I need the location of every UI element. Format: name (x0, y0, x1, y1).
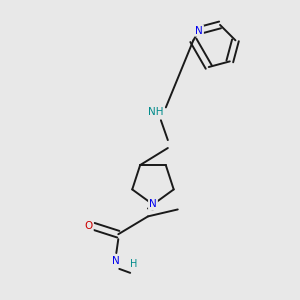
Text: N: N (149, 200, 157, 209)
Text: N: N (195, 26, 203, 36)
Text: O: O (84, 221, 93, 231)
Text: H: H (130, 259, 138, 269)
Text: NH: NH (148, 107, 164, 117)
Text: N: N (112, 256, 120, 266)
